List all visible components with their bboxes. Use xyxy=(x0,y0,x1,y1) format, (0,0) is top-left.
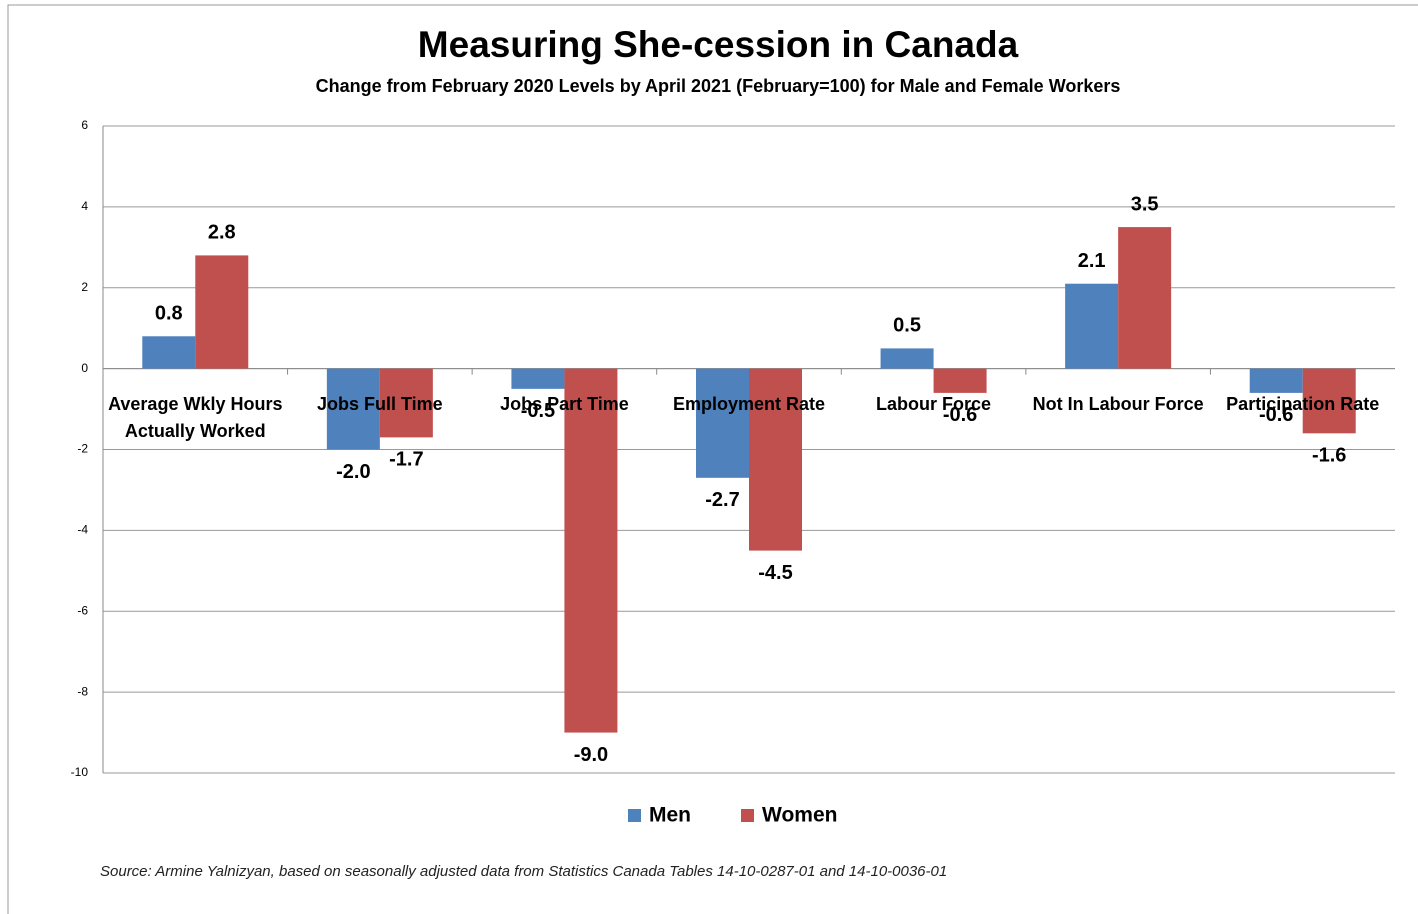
value-label: -9.0 xyxy=(574,744,608,766)
bar xyxy=(696,368,749,478)
bar xyxy=(326,368,380,450)
bar xyxy=(1249,368,1303,393)
bar xyxy=(195,255,249,369)
y-tick-label: 2 xyxy=(81,280,88,294)
y-tick-label: 6 xyxy=(81,118,88,132)
value-label: 0.8 xyxy=(155,303,183,325)
value-label: -0.5 xyxy=(521,400,555,422)
bar xyxy=(1302,368,1356,434)
source-note: Source: Armine Yalnizyan, based on seaso… xyxy=(100,863,947,880)
value-label: -1.6 xyxy=(1312,445,1346,467)
bar xyxy=(142,336,196,369)
value-label: -1.7 xyxy=(389,449,423,471)
bar xyxy=(1065,283,1119,369)
x-tick-label: Not In Labour Force xyxy=(1032,393,1204,414)
value-label: 3.5 xyxy=(1131,193,1159,215)
x-tick-label: Jobs Full Time xyxy=(316,393,443,414)
chart-subtitle: Change from February 2020 Levels by Apri… xyxy=(316,76,1121,96)
value-label: -0.6 xyxy=(1259,404,1293,426)
value-label: 0.5 xyxy=(893,315,921,337)
y-tick-label: -4 xyxy=(77,523,88,537)
y-tick-label: -2 xyxy=(77,442,88,456)
value-label: -4.5 xyxy=(758,562,792,584)
value-label: 2.8 xyxy=(208,222,236,244)
y-tick-label: -6 xyxy=(77,603,88,617)
x-tick-label: Employment Rate xyxy=(672,393,826,414)
y-tick-label: -8 xyxy=(77,684,88,698)
legend-swatch xyxy=(741,809,754,822)
legend-label: Women xyxy=(762,804,837,827)
bar xyxy=(511,368,565,389)
legend-label: Men xyxy=(649,804,691,827)
y-tick-label: 0 xyxy=(81,361,88,375)
value-label: 2.1 xyxy=(1078,250,1106,272)
legend-swatch xyxy=(628,809,641,822)
x-tick-label: Average Wkly Hours Actually Worked xyxy=(108,393,283,441)
bar xyxy=(564,368,618,733)
y-tick-label: -10 xyxy=(71,765,89,779)
x-tick-label: Jobs Part Time xyxy=(500,393,629,414)
bar xyxy=(749,368,802,551)
bar xyxy=(933,368,987,393)
value-label: -2.0 xyxy=(336,461,370,483)
x-tick-label: Labour Force xyxy=(876,393,992,414)
chart-title: Measuring She-cession in Canada xyxy=(418,24,1019,65)
bar xyxy=(1118,227,1172,369)
x-tick-label: Participation Rate xyxy=(1226,393,1380,414)
bar xyxy=(880,348,934,369)
y-tick-label: 4 xyxy=(81,199,88,213)
value-label: -0.6 xyxy=(943,404,977,426)
value-label: -2.7 xyxy=(705,489,739,511)
chart-border xyxy=(7,4,1418,914)
bar xyxy=(379,368,433,438)
